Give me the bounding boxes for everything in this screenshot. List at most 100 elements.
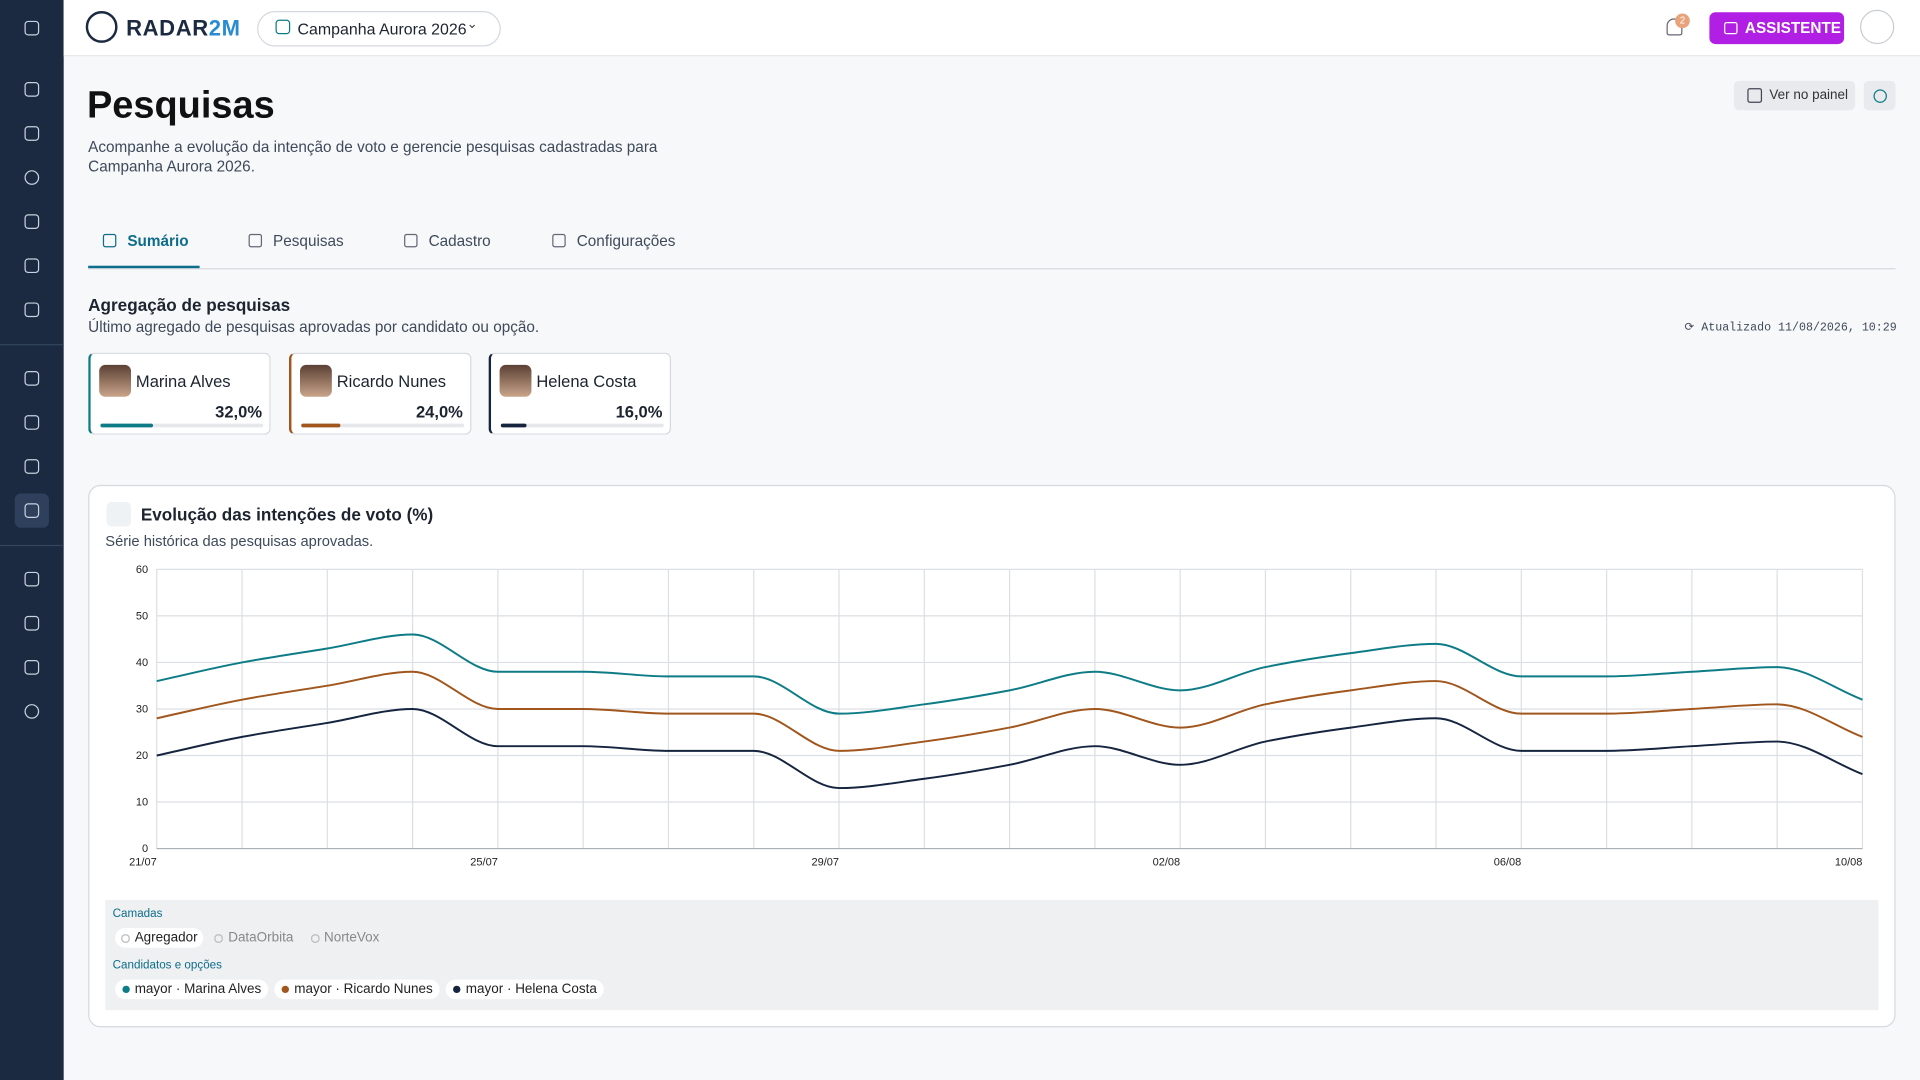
series-title: Candidatos e opções: [112, 958, 222, 973]
campaign-icon: [275, 19, 291, 35]
layer-chip[interactable]: DataOrbita: [209, 928, 300, 948]
y-tick-label: 20: [136, 750, 148, 762]
nav-icon[interactable]: [24, 704, 40, 719]
nav-icon[interactable]: [24, 660, 40, 675]
toggle-icon[interactable]: [24, 20, 40, 36]
series-line: [156, 670, 1863, 752]
nav-icon[interactable]: [24, 126, 40, 141]
legend-chip[interactable]: mayor · Helena Costa: [446, 979, 605, 1000]
legend-dot: [122, 985, 130, 994]
tab[interactable]: Sumário: [127, 232, 189, 250]
y-tick-label: 50: [136, 611, 148, 623]
help-icon: [1873, 89, 1887, 103]
series-line: [156, 633, 1863, 715]
nav-icon[interactable]: [24, 571, 40, 587]
nav-icon[interactable]: [24, 82, 40, 97]
candidate-name: Ricardo Nunes: [336, 372, 447, 391]
legend-dot: [282, 985, 290, 994]
assistant-label: ASSISTENTE: [1744, 19, 1842, 37]
x-tick-label: 21/07: [129, 857, 157, 869]
legend-chip[interactable]: mayor · Marina Alves: [115, 979, 269, 1000]
logo-icon: [85, 11, 118, 43]
tab-icon: [552, 233, 566, 248]
candidate-card[interactable]: Helena Costa 16,0%: [488, 352, 672, 435]
legend-label: mayor · Helena Costa: [465, 982, 597, 997]
tab-icon: [248, 233, 263, 248]
logo-accent: 2M: [208, 15, 241, 41]
progress-bar: [301, 423, 341, 428]
nav-icon[interactable]: [24, 371, 40, 386]
candidate-card[interactable]: Ricardo Nunes 24,0%: [288, 352, 472, 435]
candidate-name: Helena Costa: [536, 372, 637, 391]
x-tick-label: 10/08: [1835, 857, 1863, 869]
nav-icon[interactable]: [24, 459, 40, 474]
user-avatar[interactable]: [1860, 9, 1895, 45]
progress-track: [100, 423, 264, 428]
nav-icon[interactable]: [24, 615, 40, 631]
candidate-value: 24,0%: [415, 402, 463, 422]
tab[interactable]: Configurações: [576, 232, 676, 250]
campaign-select[interactable]: [257, 11, 501, 47]
nav-icon[interactable]: [24, 258, 40, 274]
layers-title: Camadas: [112, 907, 163, 921]
series-line: [156, 708, 1863, 790]
updated-at: ⟳ Atualizado 11/08/2026, 10:29: [1684, 320, 1897, 335]
campaign-name: Campanha Aurora 2026: [297, 19, 467, 38]
updated-text: Atualizado 11/08/2026, 10:29: [1701, 320, 1897, 335]
tab-icon: [404, 233, 418, 248]
nav-icon[interactable]: [24, 415, 40, 430]
panel-icon: [1747, 88, 1763, 103]
chart-subtitle: Série histórica das pesquisas aprovadas.: [105, 532, 374, 550]
active-tab-underline: [88, 265, 200, 269]
y-tick-label: 10: [136, 797, 148, 809]
layer-label: Agregador: [134, 930, 198, 946]
layer-label: NorteVox: [323, 930, 380, 946]
tab[interactable]: Pesquisas: [273, 232, 344, 250]
progress-bar: [100, 423, 153, 428]
y-tick-label: 30: [136, 704, 148, 716]
chevron: ⌄: [466, 17, 478, 32]
active-nav[interactable]: [14, 493, 49, 528]
legend-chip[interactable]: mayor · Ricardo Nunes: [274, 979, 441, 1000]
sidebar: [0, 0, 64, 1080]
legend: mayor · Marina Alves mayor · Ricardo Nune…: [115, 977, 610, 1000]
candidate-name: Marina Alves: [135, 372, 231, 391]
layer-label: DataOrbita: [228, 930, 294, 946]
layer-chip[interactable]: NorteVox: [304, 928, 385, 948]
y-tick-label: 40: [136, 657, 148, 669]
layer-dot: [310, 933, 320, 943]
panel-label: Ver no painel: [1769, 88, 1849, 103]
candidate-value: 16,0%: [615, 402, 663, 422]
nav-icon[interactable]: [24, 302, 40, 318]
candidate-card[interactable]: Marina Alves 32,0%: [88, 352, 271, 435]
candidate-avatar: [300, 364, 332, 397]
legend-dot: [453, 985, 461, 994]
section-subtitle: Último agregado de pesquisas aprovadas p…: [88, 318, 540, 336]
tab[interactable]: Cadastro: [428, 232, 491, 250]
assistant-button[interactable]: [1709, 12, 1845, 45]
layer-dot: [121, 933, 130, 943]
y-tick-label: 60: [136, 564, 148, 576]
panel-button[interactable]: [1733, 80, 1856, 111]
layer-dot: [214, 933, 224, 943]
logo[interactable]: RADAR2M: [126, 16, 241, 42]
nav-icon[interactable]: [24, 214, 40, 229]
section-title: Agregação de pesquisas: [88, 295, 291, 315]
page-title: Pesquisas: [86, 83, 275, 127]
separator: [0, 544, 64, 547]
tabs-divider: [88, 268, 1896, 270]
progress-track: [500, 423, 664, 428]
nav-icon[interactable]: [24, 503, 40, 518]
assistant-icon: [1724, 22, 1738, 35]
y-tick-label: 0: [142, 843, 148, 855]
nav-icon[interactable]: [24, 170, 40, 185]
progress-track: [301, 423, 465, 428]
x-tick-label: 25/07: [470, 857, 498, 869]
legend-label: mayor · Marina Alves: [134, 982, 262, 997]
chart-icon: [106, 502, 132, 527]
logo-main: RADAR: [126, 15, 209, 41]
layer-chip[interactable]: Agregador: [115, 928, 204, 948]
